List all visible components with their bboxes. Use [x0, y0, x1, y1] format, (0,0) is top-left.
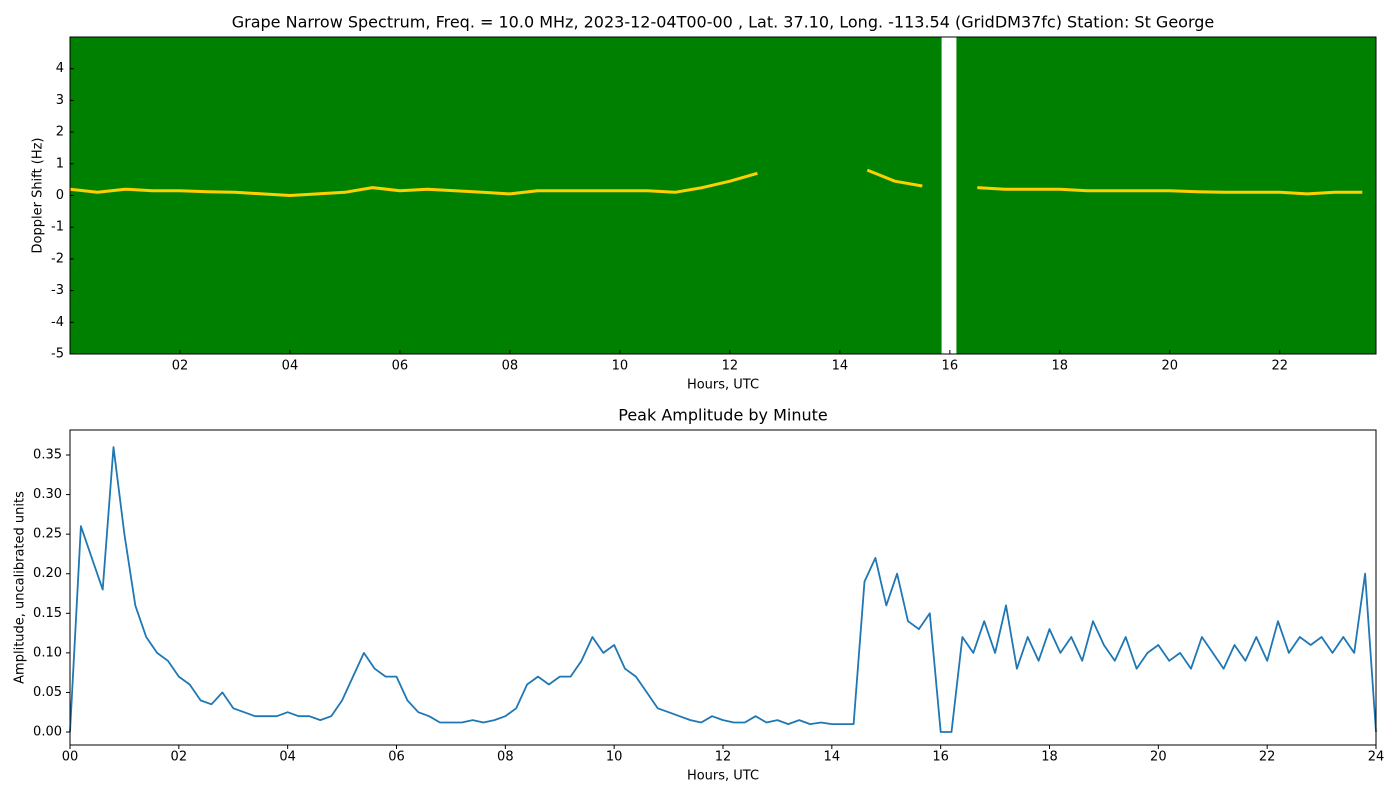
y-axis-label: Amplitude, uncalibrated units: [13, 491, 28, 684]
x-tick-label: 12: [715, 750, 732, 765]
y-tick-label: 1: [56, 156, 64, 171]
x-tick-label: 04: [282, 359, 299, 374]
y-axis-label: Doppler Shift (Hz): [31, 138, 46, 254]
x-tick-label: 06: [388, 750, 405, 765]
y-tick-label: 0.25: [33, 527, 62, 542]
x-tick-label: 16: [932, 750, 949, 765]
y-tick-label: 0.20: [33, 566, 62, 581]
x-axis-label: Hours, UTC: [687, 769, 759, 784]
x-tick-label: 10: [612, 359, 629, 374]
x-tick-label: 24: [1368, 750, 1385, 765]
x-tick-label: 02: [171, 750, 188, 765]
x-tick-label: 22: [1271, 359, 1288, 374]
y-tick-label: 0.35: [33, 448, 62, 463]
y-tick-label: -4: [51, 315, 64, 330]
chart-title: Grape Narrow Spectrum, Freq. = 10.0 MHz,…: [232, 13, 1215, 32]
x-tick-label: 18: [1052, 359, 1069, 374]
y-tick-label: 0: [56, 188, 64, 203]
y-tick-label: 0.05: [33, 685, 62, 700]
y-tick-label: 0.10: [33, 645, 62, 660]
y-tick-label: 0.30: [33, 487, 62, 502]
y-tick-label: 2: [56, 125, 64, 140]
x-tick-label: 18: [1041, 750, 1058, 765]
y-tick-label: 0.15: [33, 606, 62, 621]
plot-frame: [69, 429, 1377, 746]
x-tick-label: 00: [62, 750, 79, 765]
x-tick-label: 12: [722, 359, 739, 374]
y-tick-label: -3: [51, 283, 64, 298]
doppler-trace: [69, 168, 1363, 197]
y-tick-label: 0.00: [33, 725, 62, 740]
chart-title: Peak Amplitude by Minute: [618, 406, 828, 425]
y-tick-label: 4: [56, 61, 64, 76]
amplitude-line: [69, 446, 1377, 733]
x-tick-label: 08: [497, 750, 514, 765]
data-gap: [941, 37, 957, 354]
x-tick-label: 02: [172, 359, 189, 374]
x-tick-label: 06: [392, 359, 409, 374]
x-axis-label: Hours, UTC: [687, 378, 759, 393]
x-tick-label: 14: [832, 359, 849, 374]
x-tick-label: 22: [1259, 750, 1276, 765]
x-tick-label: 08: [502, 359, 519, 374]
x-tick-label: 20: [1150, 750, 1167, 765]
x-tick-label: 10: [606, 750, 623, 765]
x-tick-label: 04: [279, 750, 296, 765]
y-tick-label: -1: [51, 220, 64, 235]
x-tick-label: 20: [1162, 359, 1179, 374]
x-tick-label: 16: [942, 359, 959, 374]
y-tick-label: -2: [51, 251, 64, 266]
x-tick-label: 14: [824, 750, 841, 765]
y-tick-label: 3: [56, 93, 64, 108]
y-tick-label: -5: [51, 347, 64, 362]
